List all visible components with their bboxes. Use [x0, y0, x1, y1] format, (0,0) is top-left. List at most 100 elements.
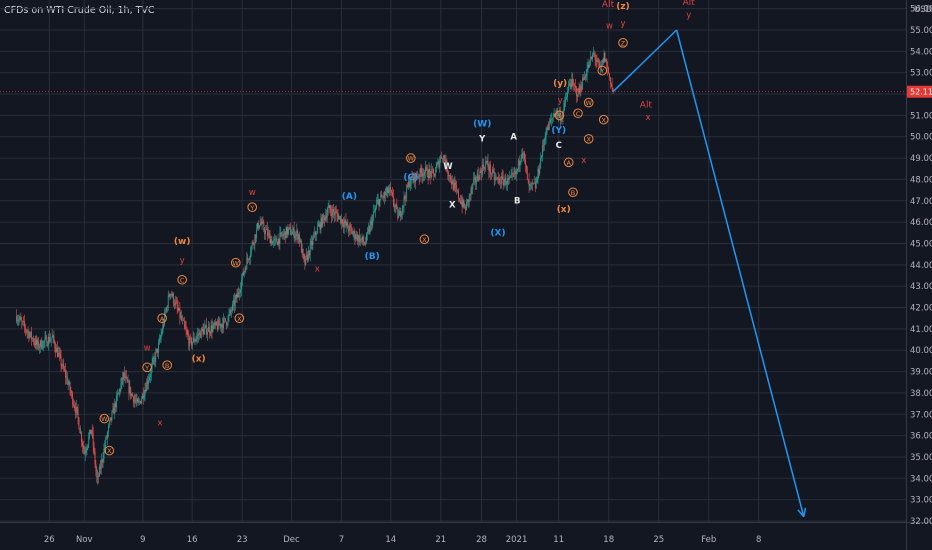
candle [278, 238, 280, 250]
candle-body [549, 122, 551, 124]
candle-body [552, 116, 554, 119]
candle [488, 163, 490, 179]
candle [62, 359, 64, 370]
candle [250, 245, 252, 257]
candle [422, 167, 424, 184]
candle-body [482, 164, 484, 175]
candle [264, 226, 266, 240]
candle-body [158, 339, 160, 344]
candle [16, 314, 18, 326]
candle [127, 374, 129, 383]
candle-body [76, 406, 78, 410]
candle-body [430, 171, 432, 178]
candle-body [83, 448, 85, 454]
candle [367, 222, 369, 235]
candle-body [485, 161, 487, 163]
candle-body [597, 59, 599, 62]
candle [449, 174, 450, 183]
candle [584, 71, 585, 80]
candle-body [78, 417, 80, 429]
candle [536, 176, 538, 184]
candle [133, 395, 134, 408]
candle [358, 234, 359, 248]
candle-body [440, 156, 442, 162]
candle [574, 82, 576, 92]
y-tick-label: 37.00 [910, 410, 932, 420]
candle-body [170, 294, 172, 295]
candle [356, 230, 358, 241]
candle [230, 307, 232, 316]
candle-body [301, 249, 303, 253]
candle [479, 168, 481, 180]
wave-label: (C) [403, 173, 418, 183]
candle [418, 174, 420, 185]
candle-body [558, 114, 559, 116]
candle [39, 343, 41, 355]
candle [414, 172, 416, 188]
candle-body [244, 268, 246, 272]
candle [376, 194, 378, 205]
candle [180, 311, 182, 320]
candle-body [414, 173, 416, 183]
candle [537, 166, 539, 184]
candle-body [395, 204, 397, 207]
candle-body [293, 228, 295, 239]
candle-body [215, 321, 216, 326]
candle-body [389, 186, 391, 191]
candle-body [335, 211, 337, 213]
candle [427, 169, 429, 185]
candle-body [592, 52, 594, 55]
candle-body [223, 318, 225, 329]
wave-label-text: C [556, 141, 562, 151]
candle-body [354, 231, 356, 240]
candle-body [324, 216, 325, 221]
candle-body [110, 417, 112, 420]
candle [45, 331, 47, 340]
candle [298, 233, 300, 244]
candle [493, 168, 495, 187]
candle-body [91, 430, 93, 434]
candle [129, 379, 131, 396]
wave-label-text: W [443, 162, 453, 172]
candle [261, 216, 263, 231]
candle [121, 377, 123, 389]
candle [501, 168, 503, 180]
candle [509, 170, 510, 184]
candle-body [180, 315, 182, 318]
candle-body [486, 160, 488, 162]
candle [487, 153, 489, 171]
candle [152, 353, 154, 365]
candle [590, 51, 592, 66]
candle-body [418, 176, 420, 178]
candle [137, 397, 139, 403]
candle-body [99, 466, 101, 469]
candle [139, 398, 141, 405]
candle [587, 58, 589, 72]
candle [252, 239, 254, 246]
candle-body [526, 169, 528, 180]
candle [209, 330, 211, 337]
candle-body [166, 307, 167, 312]
candle-body [193, 337, 195, 342]
wave-label: y [686, 11, 691, 21]
candle [507, 174, 509, 191]
y-tick-label: 56.00 [910, 5, 932, 15]
candle [350, 224, 352, 234]
candle [192, 331, 194, 343]
candle-body [488, 167, 490, 172]
candle [49, 333, 51, 343]
candle-body [563, 103, 565, 112]
candle-body [557, 110, 559, 116]
candle [385, 185, 387, 197]
candle-body [536, 179, 538, 183]
candle-body [586, 69, 588, 76]
wave-label: y [620, 19, 625, 29]
candle-body [61, 365, 63, 367]
candle-body [376, 200, 378, 204]
candle [321, 214, 323, 228]
candle-body [236, 294, 238, 298]
candle-body [34, 342, 36, 346]
candle-body [299, 234, 300, 243]
candle [334, 206, 336, 222]
